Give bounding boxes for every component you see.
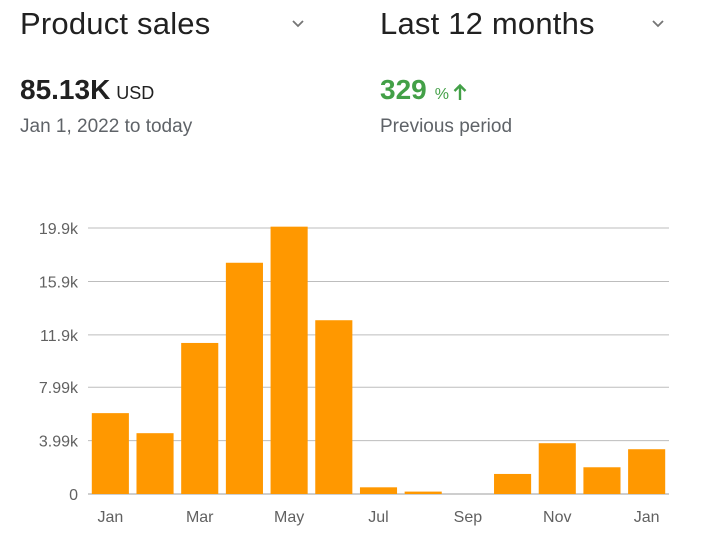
bar-feb-1[interactable] (136, 433, 174, 494)
period-dropdown-label: Last 12 months (380, 6, 595, 41)
bar-dec-11[interactable] (583, 467, 621, 494)
bar-aug-7[interactable] (404, 491, 442, 494)
date-range-label: Jan 1, 2022 to today (20, 116, 193, 137)
arrow-up-icon (453, 83, 467, 100)
bar-may-4[interactable] (270, 226, 308, 494)
comparison-period-label: Previous period (380, 116, 513, 137)
bar-mar-2[interactable] (181, 342, 219, 494)
bar-jul-6[interactable] (359, 487, 398, 494)
sales-bar-chart: 0 3.99k 7.99k 11.9k 15.9k 19.9k Jan Mar May Jul Se… (39, 221, 669, 526)
y-tick-label: 15.9k (39, 274, 79, 291)
chevron-down-icon (652, 20, 664, 28)
x-tick-label: Jan (97, 509, 123, 526)
y-tick-label: 0 (69, 487, 78, 504)
x-tick-label: Jan (634, 509, 660, 526)
x-tick-label: Jul (368, 509, 388, 526)
change-stat: 329 % (380, 74, 468, 106)
x-tick-label: Nov (543, 509, 571, 526)
bar-jan-12[interactable] (628, 449, 666, 494)
change-unit: % (434, 86, 449, 103)
bar-apr-3[interactable] (225, 262, 263, 494)
change-value: 329 (380, 74, 427, 105)
x-tick-label: Sep (454, 509, 483, 526)
bar-jan-0[interactable] (91, 413, 129, 494)
total-sales-stat: 85.13K USD (20, 74, 154, 106)
metric-dropdown[interactable]: Product sales (20, 4, 320, 44)
y-tick-label: 19.9k (39, 221, 79, 238)
bar-nov-10[interactable] (538, 443, 576, 494)
period-dropdown[interactable]: Last 12 months (380, 4, 680, 44)
bar-oct-9[interactable] (494, 473, 532, 494)
x-tick-label: Mar (186, 509, 214, 526)
metric-dropdown-label: Product sales (20, 6, 211, 41)
y-tick-label: 7.99k (39, 380, 79, 397)
y-tick-label: 11.9k (40, 328, 79, 345)
y-tick-label: 3.99k (39, 434, 79, 451)
currency-unit: USD (116, 83, 155, 103)
bar-jun-5[interactable] (315, 320, 353, 494)
chevron-down-icon (292, 20, 304, 28)
x-tick-label: May (274, 509, 304, 526)
total-sales-value: 85.13K (20, 74, 111, 105)
